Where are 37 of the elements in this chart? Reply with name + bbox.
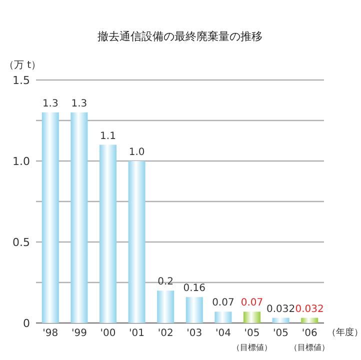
data-label: 0.032 <box>295 304 324 315</box>
x-tick-label: '01 <box>129 328 145 339</box>
chart-title: 撤去通信設備の最終廃棄量の推移 <box>98 30 262 43</box>
bar <box>128 161 146 323</box>
bar <box>214 312 232 323</box>
data-label: 1.0 <box>128 147 145 158</box>
y-tick-label: 0 <box>23 317 30 330</box>
y-tick-label: 1.5 <box>12 74 30 87</box>
data-label: 1.3 <box>42 98 58 110</box>
data-label: 0.07 <box>240 298 264 309</box>
bar <box>100 144 116 323</box>
x-tick-label: '00 <box>100 328 116 339</box>
data-label: 0.2 <box>158 276 174 288</box>
bar <box>42 112 59 323</box>
x-axis-title: （年度） <box>327 327 361 338</box>
bar <box>244 312 260 323</box>
x-tick-label: '03 <box>186 328 202 339</box>
bar <box>301 318 318 323</box>
x-tick-label: '05 （目標値） <box>232 328 272 352</box>
data-label: 0.032 <box>266 304 296 315</box>
y-tick-label: 1.0 <box>12 155 30 168</box>
y-tick-label: 0.5 <box>12 236 30 249</box>
data-label: 1.3 <box>71 98 88 110</box>
bar <box>70 112 88 323</box>
bar <box>186 297 203 323</box>
data-label: 0.16 <box>183 283 206 294</box>
x-tick-label: '99 <box>71 328 87 339</box>
x-tick-label: '05 <box>273 328 289 339</box>
data-label: 1.1 <box>100 130 116 142</box>
y-axis-title: （万 t） <box>4 60 42 71</box>
x-tick-label: '98 <box>42 328 58 339</box>
data-label: 0.07 <box>212 298 234 309</box>
x-tick-label: '06 （目標値） <box>290 328 330 352</box>
x-tick-label: '02 <box>158 328 174 339</box>
x-tick-label: '04 <box>215 328 231 339</box>
bar <box>272 318 290 323</box>
bar <box>157 290 174 323</box>
